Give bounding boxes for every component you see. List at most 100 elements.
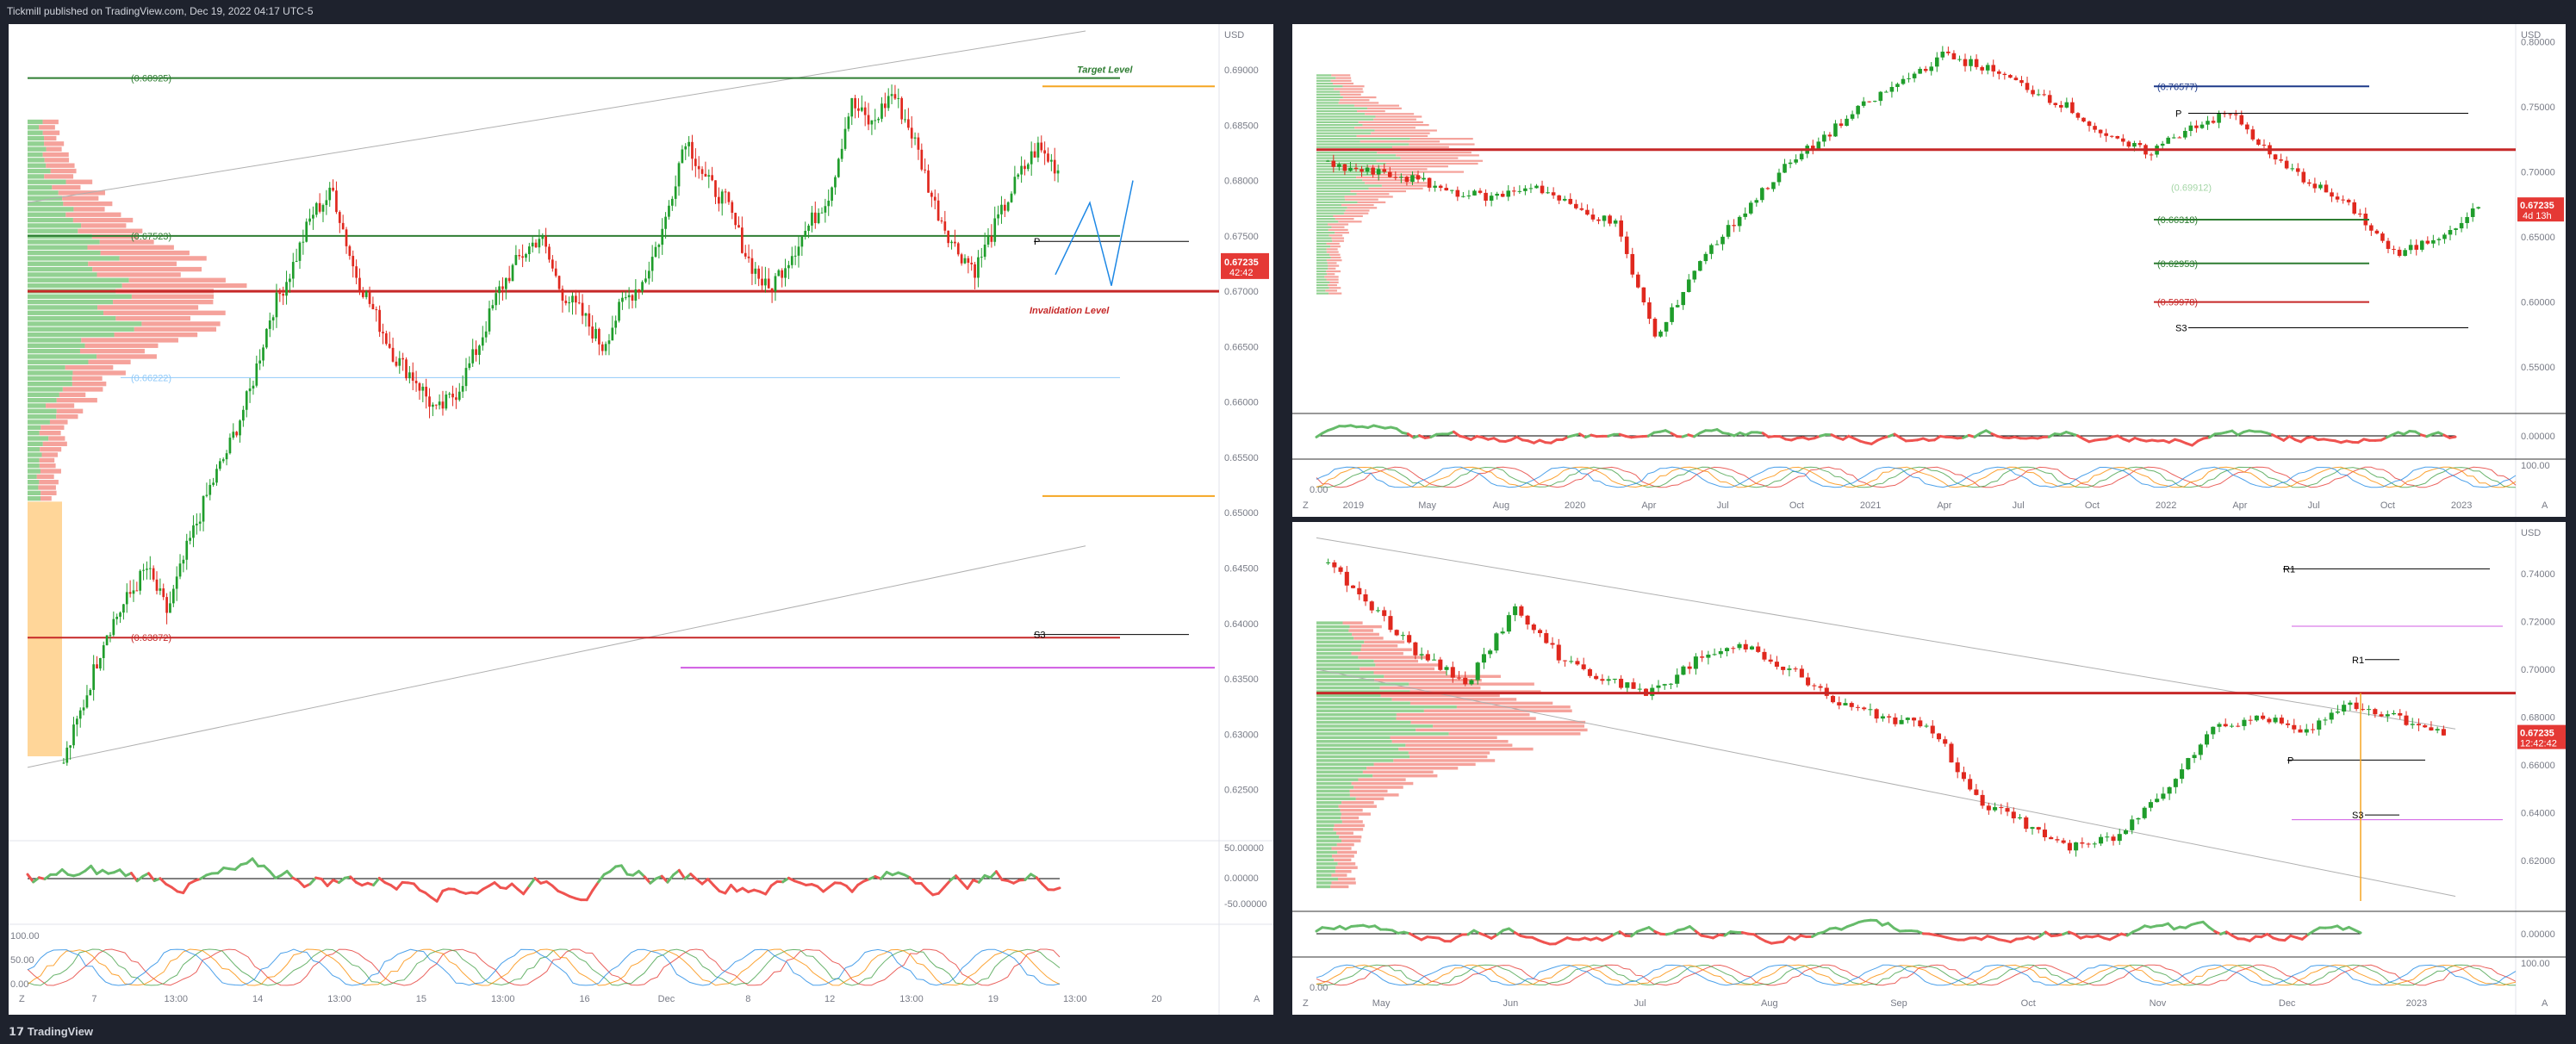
left-vp-green [28,305,98,310]
left-osc-seg [395,880,404,891]
tradingview-logo[interactable]: 𝟭𝟳 TradingView [9,1025,94,1038]
left-vp-red [65,364,114,370]
left-candle [295,260,298,263]
br-vp-green [1316,728,1416,732]
tr-candle [2115,135,2120,139]
br-candle [1781,666,1786,670]
left-candle [1047,153,1049,162]
tr-candle [1969,59,1973,66]
tr-candle [1495,193,1499,196]
tr-vp-green [1316,152,1378,154]
left-pivot-label: P [1034,237,1040,247]
left-candle [155,579,159,591]
left-vp-red [92,266,202,272]
tr-vp-green [1316,74,1332,77]
left-candle [1040,142,1043,151]
left-osc-seg [268,869,277,879]
tr-candle [2137,143,2143,146]
left-candle [863,107,867,115]
left-candle [557,276,561,289]
left-osc-seg [551,884,560,892]
left-candle [511,264,514,282]
br-candle [2117,834,2122,842]
br-candle [1700,656,1705,658]
left-vp-green [28,184,53,190]
left-candle [804,231,807,237]
left-candle [900,97,904,120]
br-vp-green [1316,648,1361,651]
chart-pane-bottom-right[interactable]: USD 0.74000 0.72000 0.70000 0.68000 0.66000 0.… [1292,522,2566,1015]
tr-candle [2425,240,2430,244]
tr-candle [2081,117,2086,122]
tr-vp-red [1362,179,1414,182]
left-candle [887,96,890,109]
tr-candle [2295,168,2300,172]
left-vp-green [28,119,43,125]
br-y-tick: 0.72000 [2521,617,2555,627]
tr-x-tick: 2021 [1860,500,1881,511]
tr-vp-green [1316,278,1327,281]
br-candle [2423,725,2428,728]
br-candle [1799,668,1804,678]
br-candle [1438,659,1443,670]
br-vp-red [1331,881,1356,885]
tr-candle [1783,164,1787,173]
chart-pane-top-right[interactable]: USD 0.80000 0.75000 0.70000 0.65000 0.60000 0.… [1292,24,2566,517]
chart-pane-left[interactable]: USD 0.69000 0.68500 0.68000 0.67500 0.67000 0.… [9,24,1273,1015]
tr-vp-green [1316,273,1328,276]
tr-vp-red [1328,264,1340,267]
tr-vp-red [1345,209,1370,212]
tr-candle [1658,331,1663,337]
tr-candle [1342,164,1347,171]
tr-candle [1765,188,1770,190]
left-candle [208,484,212,495]
br-candle [2074,842,2079,851]
br-vp-red [1336,831,1353,835]
left-vp-red [62,196,99,201]
tr-x-tick: Jul [1717,500,1729,511]
left-vp-red [131,294,215,299]
left-candle [448,393,451,395]
left-candle [618,301,620,321]
br-candle [1936,733,1942,740]
br-vp-green [1316,847,1332,850]
tr-candle [2279,159,2283,161]
left-candle [228,438,232,454]
tr-candle [2374,230,2380,234]
left-osc-seg [1024,873,1033,881]
tr-stoch-tick: 0.00 [1310,485,1328,495]
left-candle [575,295,577,303]
left-candle [993,218,997,242]
br-candle [1855,706,1860,708]
left-candle [907,119,910,128]
tr-candle [1963,59,1968,66]
left-osc-seg [1052,886,1061,892]
left-vp-green [28,201,64,207]
left-candle [956,243,960,255]
br-candle [1656,685,1661,688]
br-vp-green [1316,781,1352,786]
left-candle [824,206,827,213]
tr-vp-green [1316,138,1410,140]
left-candle [790,256,793,265]
left-vp-red [72,217,134,223]
tr-candle [1974,59,1979,67]
tr-tag-top: (0.76577) [2157,82,2198,92]
tr-vp-green [1316,262,1328,264]
tr-vp-green [1316,173,1372,176]
left-vp-green [28,430,40,436]
br-vp-green [1316,805,1339,808]
tr-candle [1590,214,1596,220]
left-vp-green [28,496,40,501]
left-vp-red [41,452,58,457]
left-candle [119,612,121,617]
tr-candle [1427,177,1432,188]
tr-candle [2290,168,2294,170]
tr-vp-green [1316,85,1343,88]
br-vp-red [1341,816,1360,820]
tr-vp-green [1316,99,1340,102]
tr-candle [2183,130,2187,138]
br-vp-red [1337,850,1357,854]
br-vp-green [1316,736,1391,740]
left-candle [514,255,518,265]
